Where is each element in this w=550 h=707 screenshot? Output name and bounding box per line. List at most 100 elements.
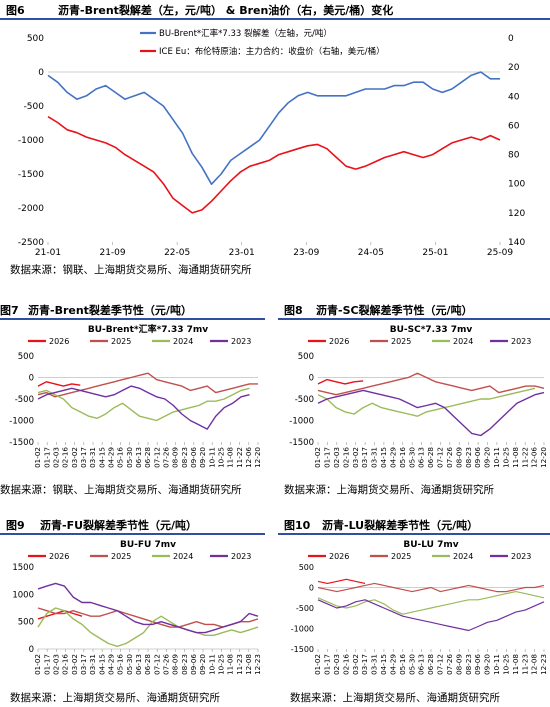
- fig6-legend-label: BU-Brent*汇率*7.33 裂解差（左轴，元/吨）: [159, 28, 332, 39]
- fig7-series-line-1: [37, 372, 258, 398]
- fig10-x-tick-label: 06-13: [417, 654, 426, 675]
- fig8-y-tick-label: -500: [295, 395, 314, 405]
- fig9-x-tick-label: 07-12: [152, 654, 161, 675]
- fig8-legend-label: 2026: [329, 337, 349, 346]
- fig6-y-tick-label: -1000: [18, 136, 44, 146]
- fig10-x-tick-label: 07-26: [445, 654, 454, 675]
- fig6-x-tick-label: 22-05: [164, 248, 190, 258]
- fig7-x-tick-label: 12-06: [244, 447, 253, 468]
- fig9-x-tick-label: 03-31: [88, 654, 97, 675]
- fig7-x-tick-label: 08-23: [180, 447, 189, 468]
- fig10-series-line-0: [317, 578, 366, 585]
- fig10-legend-label: 2026: [329, 552, 349, 561]
- fig9-rule: [0, 533, 265, 535]
- fig10-series-line-3: [317, 599, 545, 632]
- fig7-x-tick-label: 04-15: [97, 447, 106, 468]
- fig10-x-tick-label: 01-17: [323, 654, 332, 675]
- fig6-y2-tick-label: 140: [508, 238, 525, 248]
- fig7-legend-label: 2023: [231, 337, 251, 346]
- fig9-y-tick-label: 500: [18, 618, 34, 628]
- fig8-x-tick-label: 05-30: [407, 447, 416, 468]
- fig8-legend-label: 2024: [453, 337, 473, 346]
- fig9-chart: BU-FU 7mv 0 500 1000 1500 01-02 01-17 02-03 02-1…: [12, 540, 262, 675]
- fig8-x-tick-label: 01-02: [313, 447, 322, 468]
- fig10-x-tick-label: 09-20: [483, 654, 492, 675]
- fig10-x-tick-label: 11-23: [520, 654, 529, 675]
- fig7-legend-label: 2026: [49, 337, 69, 346]
- fig9-chart-title: BU-FU 7mv: [120, 540, 176, 550]
- fig10-x-tick-label: 04-15: [379, 654, 388, 675]
- fig10-series-line-1: [317, 582, 545, 593]
- fig9-series-line-2: [37, 607, 259, 648]
- fig10-x-tick-label: 02-03: [332, 654, 341, 675]
- fig10-legend-label: 2024: [453, 552, 473, 561]
- fig9-label: 图9: [6, 519, 25, 532]
- fig10-source: 数据来源：上海期货交易所、海通期货研究所: [290, 692, 500, 704]
- fig7-x-tick-label: 06-13: [134, 447, 143, 468]
- fig9-x-tick-label: 10-25: [216, 654, 225, 675]
- fig7-y-tick-label: 500: [18, 352, 34, 362]
- fig7-x-tick-label: 06-28: [143, 447, 152, 468]
- fig7-chart-title: BU-Brent*汇率*7.33 7mv: [88, 323, 208, 335]
- fig8-x-tick-label: 09-20: [483, 447, 492, 468]
- fig8-y-tick-label: -1500: [289, 438, 314, 448]
- fig9-source: 数据来源：上海期货交易所、海通期货研究所: [10, 692, 220, 704]
- fig6-label: 图6: [6, 4, 25, 17]
- fig6-x-tick-label: 24-05: [358, 248, 384, 258]
- fig9-x-tick-label: 09-06: [189, 654, 198, 675]
- fig6-y-tick-label: -500: [24, 102, 45, 112]
- fig9-x-tick-label: 11-23: [235, 654, 244, 675]
- fig7-y-tick-label: -1500: [9, 438, 34, 448]
- fig9-y-tick-label: 0: [29, 645, 34, 655]
- fig8-header: 图8 沥青-SC裂解差季节性（元/吨）: [278, 300, 550, 320]
- fig6-source: 数据来源：钢联、上海期货交易所、海通期货研究所: [10, 264, 252, 276]
- fig10-title: 沥青-LU裂解差季节性（元/吨）: [322, 519, 479, 532]
- fig7-title: 沥青-Brent裂差季节性（元/吨）: [28, 304, 192, 317]
- fig10-header: 图10 沥青-LU裂解差季节性（元/吨）: [278, 515, 550, 535]
- fig6-series-line-0: [47, 71, 500, 185]
- fig7-x-tick-label: 01-17: [42, 447, 51, 468]
- fig7-y-tick-label: -500: [15, 395, 34, 405]
- fig7-x-tick-label: 08-09: [171, 447, 180, 468]
- fig10-y-tick-label: 500: [299, 563, 314, 572]
- fig7-series-line-3: [37, 385, 250, 430]
- fig6-series-line-1: [47, 116, 501, 214]
- fig8-x-tick-label: 10-25: [501, 447, 510, 468]
- fig9-header: 图9 沥青-FU裂解差季节性（元/吨）: [0, 515, 265, 535]
- fig10-x-tick-label: 08-23: [464, 654, 473, 675]
- fig6-y-tick-label: -2500: [18, 238, 44, 248]
- fig10-x-tick-label: 03-02: [351, 654, 360, 675]
- fig6-x-tick-label: 21-01: [35, 248, 61, 258]
- fig6-y2-tick-label: 80: [508, 151, 520, 161]
- fig9-legend-label: 2024: [173, 552, 193, 561]
- fig6-y-tick-label: -1500: [18, 170, 44, 180]
- fig10-rule: [278, 533, 550, 535]
- fig7-legend-label: 2024: [173, 337, 193, 346]
- fig8-x-tick-label: 05-16: [398, 447, 407, 468]
- fig8-x-tick-label: 01-17: [323, 447, 332, 468]
- fig9-x-tick-label: 05-30: [125, 654, 134, 675]
- fig9-x-tick-label: 06-13: [134, 654, 143, 675]
- fig8-x-tick-label: 04-29: [388, 447, 397, 468]
- fig8-source: 数据来源：上海期货交易所、海通期货研究所: [284, 484, 494, 496]
- fig6-x-tick-label: 23-01: [229, 248, 255, 258]
- fig6-y-tick-label: -2000: [18, 204, 44, 214]
- fig9-x-tick-label: 04-29: [106, 654, 115, 675]
- fig6-title: 沥青-Brent裂解差（左，元/吨） & Bren油价（右，美元/桶）变化: [58, 4, 394, 17]
- fig8-series-line-0: [317, 378, 364, 385]
- fig8-legend-label: 2025: [391, 337, 411, 346]
- fig10-x-tick-label: 05-30: [407, 654, 416, 675]
- fig9-title: 沥青-FU裂解差季节性（元/吨）: [40, 519, 198, 532]
- fig9-legend-label: 2023: [231, 552, 251, 561]
- fig7-x-tick-label: 03-31: [88, 447, 97, 468]
- fig7-x-tick-label: 07-26: [161, 447, 170, 468]
- fig7-x-tick-label: 05-30: [125, 447, 134, 468]
- fig7-x-tick-label: 05-16: [116, 447, 125, 468]
- fig7-x-tick-label: 09-06: [189, 447, 198, 468]
- fig7-rule: [0, 318, 265, 320]
- fig6-y2-tick-label: 100: [508, 180, 525, 190]
- fig9-series-line-1: [37, 607, 259, 628]
- fig6-y2-tick-label: 60: [508, 121, 520, 131]
- fig10-label: 图10: [284, 519, 311, 532]
- fig8-x-tick-label: 12-06: [530, 447, 539, 468]
